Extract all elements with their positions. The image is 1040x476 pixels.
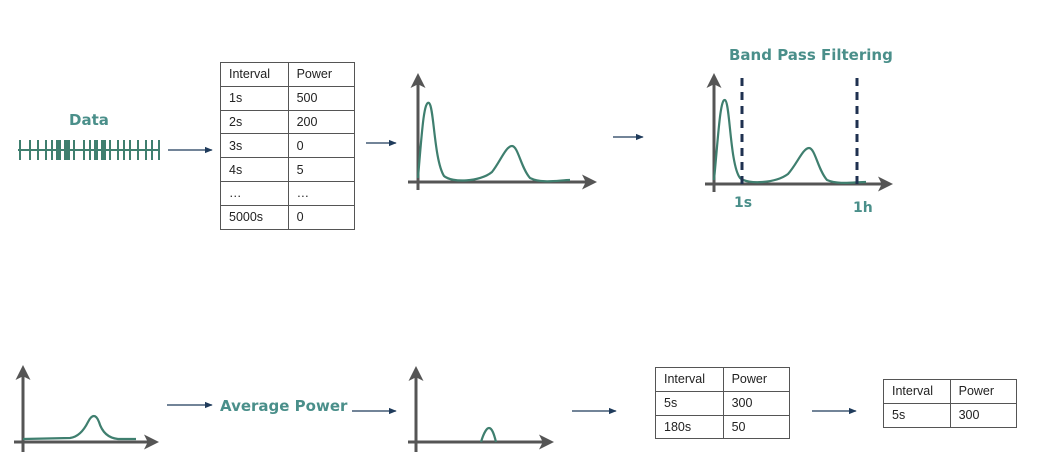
average-bump bbox=[479, 426, 498, 443]
filtered-curve bbox=[22, 414, 136, 441]
table-row: 4s 5 bbox=[220, 157, 356, 182]
tick-label-1h: 1h bbox=[853, 200, 873, 216]
band-pass-title: Band Pass Filtering bbox=[729, 46, 893, 64]
table-row: 5s 300 bbox=[883, 402, 1018, 428]
cell-interval: 5s bbox=[655, 390, 724, 416]
cell-power: 500 bbox=[287, 85, 356, 111]
header-power: Power bbox=[949, 379, 1018, 404]
table-header-row: Interval Power bbox=[655, 367, 791, 392]
cell-interval: 5s bbox=[883, 402, 951, 428]
table-row: 2s 200 bbox=[220, 109, 356, 135]
band-pass-plot bbox=[705, 73, 893, 192]
spectrum-curve bbox=[712, 98, 867, 184]
averaged-interval-table: Interval Power 5s 300 180s 50 bbox=[655, 367, 791, 440]
cell-power: 300 bbox=[949, 402, 1018, 428]
header-interval: Interval bbox=[220, 62, 289, 87]
cell-interval: 3s bbox=[220, 133, 289, 159]
power-spectrum-plot bbox=[408, 73, 597, 190]
average-power-plot bbox=[408, 366, 554, 452]
header-power: Power bbox=[287, 62, 356, 87]
cell-interval: 180s bbox=[655, 414, 724, 440]
final-interval-table: Interval Power 5s 300 bbox=[883, 379, 1018, 428]
header-power: Power bbox=[722, 367, 791, 392]
table-row: 3s 0 bbox=[220, 133, 356, 159]
table-row: 180s 50 bbox=[655, 414, 791, 440]
cell-interval: 4s bbox=[220, 157, 289, 182]
cell-power: 0 bbox=[287, 204, 356, 230]
tick-label-1s: 1s bbox=[734, 195, 753, 211]
cell-power: 5 bbox=[287, 157, 356, 182]
cell-interval: 5000s bbox=[220, 204, 289, 230]
table-row: 5000s 0 bbox=[220, 204, 356, 230]
cell-interval: … bbox=[220, 180, 289, 206]
table-row: … … bbox=[220, 180, 356, 206]
average-power-label: Average Power bbox=[220, 397, 348, 415]
spectrum-curve bbox=[416, 101, 571, 183]
data-stream-icon bbox=[18, 140, 160, 160]
cell-power: 50 bbox=[722, 414, 791, 440]
filtered-spectrum-plot bbox=[14, 365, 159, 452]
cell-power: … bbox=[287, 180, 356, 206]
table-row: 1s 500 bbox=[220, 85, 356, 111]
cell-power: 200 bbox=[287, 109, 356, 135]
cell-interval: 2s bbox=[220, 109, 289, 135]
header-interval: Interval bbox=[655, 367, 724, 392]
table-header-row: Interval Power bbox=[883, 379, 1018, 404]
table-header-row: Interval Power bbox=[220, 62, 356, 87]
cell-interval: 1s bbox=[220, 85, 289, 111]
table-row: 5s 300 bbox=[655, 390, 791, 416]
header-interval: Interval bbox=[883, 379, 951, 404]
cell-power: 0 bbox=[287, 133, 356, 159]
interval-power-table: Interval Power 1s 500 2s 200 3s 0 4s 5 …… bbox=[220, 62, 356, 230]
cell-power: 300 bbox=[722, 390, 791, 416]
data-label: Data bbox=[69, 111, 109, 129]
